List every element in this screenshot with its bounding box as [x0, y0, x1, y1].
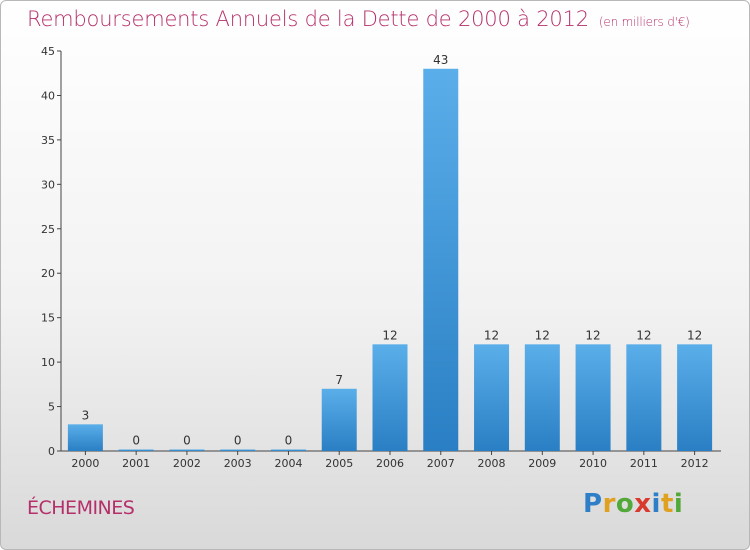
x-axis: 2000 2001 2002 2003 2004 2005 2006 2007 2008 2009…	[61, 450, 721, 470]
data-label: 12	[535, 328, 550, 342]
chart-title-text: Remboursements Annuels de la Dette de 20…	[27, 7, 589, 31]
x-tick-label: 2006	[376, 457, 404, 470]
x-tick-label: 2007	[427, 457, 455, 470]
data-label: 12	[382, 328, 397, 342]
data-label: 43	[433, 53, 448, 67]
data-label: 3	[82, 408, 90, 422]
bar[interactable]	[118, 449, 154, 452]
chart-unit: (en milliers d'€)	[598, 15, 690, 29]
x-tick-label: 2012	[681, 457, 709, 470]
y-tick-label: 20	[41, 267, 55, 280]
y-tick-label: 40	[41, 89, 55, 102]
y-axis: 0 5 10 15 20 25 30 35 40 45	[41, 45, 62, 458]
logo-letter: t	[660, 489, 674, 519]
y-tick-label: 45	[41, 45, 55, 58]
bar[interactable]	[67, 424, 103, 451]
x-tick-label: 2004	[274, 457, 302, 470]
chart-title: Remboursements Annuels de la Dette de 20…	[27, 7, 690, 31]
town-name: ÉCHEMINES	[27, 497, 135, 519]
x-tick-label: 2005	[325, 457, 353, 470]
data-label: 12	[687, 328, 702, 342]
bar[interactable]	[423, 68, 459, 452]
data-label: 7	[335, 373, 343, 387]
logo-letter: o	[615, 489, 635, 519]
bar[interactable]	[575, 344, 611, 451]
y-tick-label: 30	[41, 178, 55, 191]
bar[interactable]	[169, 449, 205, 452]
y-tick-label: 0	[48, 445, 55, 458]
x-tick-label: 2002	[173, 457, 201, 470]
data-label: 12	[585, 328, 600, 342]
data-label: 0	[132, 434, 140, 448]
bar[interactable]	[626, 344, 662, 451]
y-tick-label: 15	[41, 312, 55, 325]
x-tick-label: 2008	[478, 457, 506, 470]
y-tick-label: 35	[41, 134, 55, 147]
logo-letter: x	[634, 489, 652, 519]
logo-letter: i	[673, 489, 684, 519]
bar[interactable]	[677, 344, 713, 451]
y-tick-label: 25	[41, 223, 55, 236]
y-tick-label: 10	[41, 356, 55, 369]
data-label: 0	[234, 434, 242, 448]
bar[interactable]	[372, 344, 408, 451]
bars: 3 0 0 0 0 7 12 43 12 12 12 12 12	[67, 53, 713, 452]
bar[interactable]	[270, 449, 306, 452]
x-tick-label: 2010	[579, 457, 607, 470]
x-tick-label: 2009	[528, 457, 556, 470]
x-tick-label: 2011	[630, 457, 658, 470]
data-label: 12	[636, 328, 651, 342]
bar[interactable]	[220, 449, 256, 452]
logo-letter: r	[602, 489, 616, 519]
data-label: 0	[285, 434, 293, 448]
logo-letter: P	[583, 489, 603, 519]
data-label: 0	[183, 434, 191, 448]
data-label: 12	[484, 328, 499, 342]
x-tick-label: 2000	[71, 457, 99, 470]
x-tick-label: 2001	[122, 457, 150, 470]
y-tick-label: 5	[48, 401, 55, 414]
bar[interactable]	[524, 344, 560, 451]
bar[interactable]	[474, 344, 510, 451]
x-tick-label: 2003	[224, 457, 252, 470]
logo-letter: i	[651, 489, 661, 519]
bar[interactable]	[321, 388, 357, 451]
proxiti-logo[interactable]: Proxiti	[583, 489, 683, 519]
